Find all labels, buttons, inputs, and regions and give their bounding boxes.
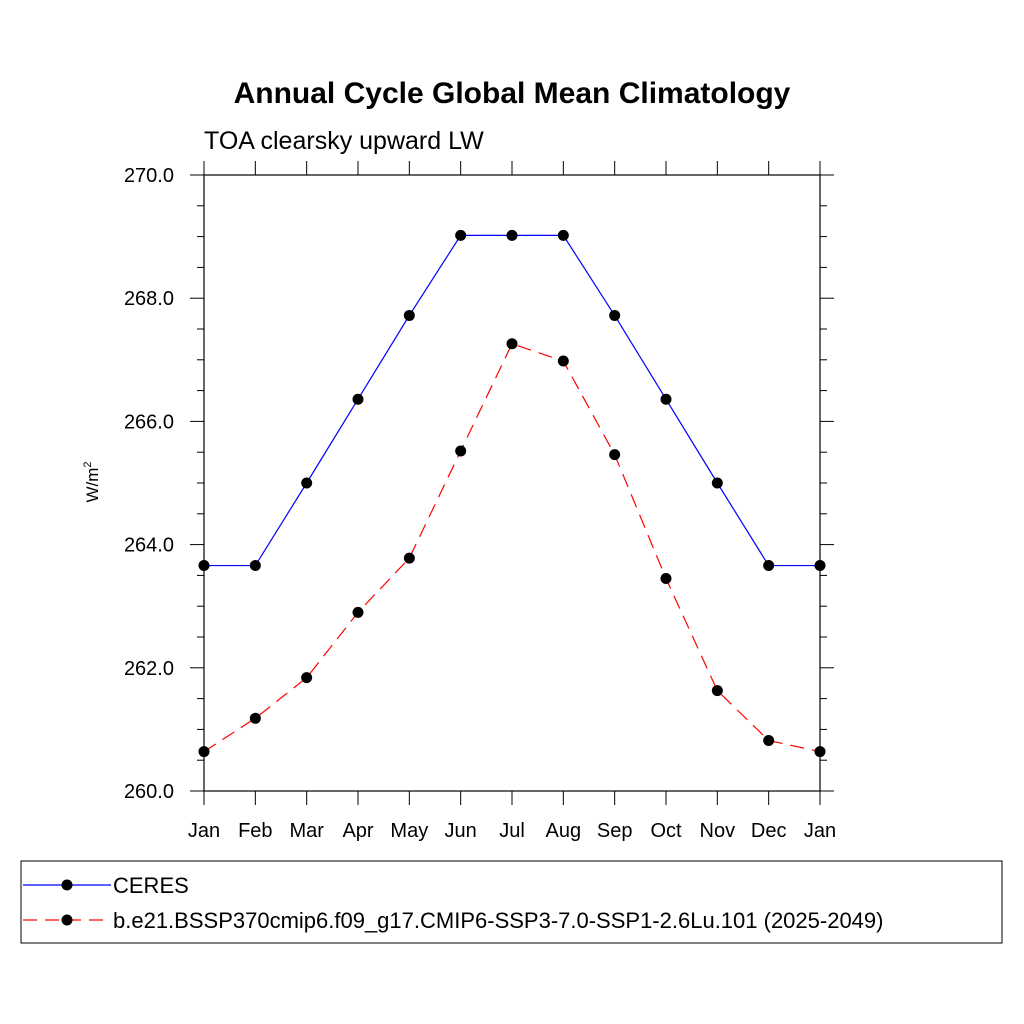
data-point xyxy=(249,712,261,724)
data-point xyxy=(763,560,775,572)
axis-tick-labels: 260.0 262.0 264.0 266.0 268.0 270.0 Jan Feb Mar A… xyxy=(124,165,836,842)
series-line xyxy=(203,343,821,753)
series-1 xyxy=(198,229,826,572)
data-point xyxy=(609,449,621,461)
data-point xyxy=(763,734,775,746)
data-point xyxy=(506,338,518,350)
chart-subtitle: TOA clearsky upward LW xyxy=(204,127,484,155)
data-point xyxy=(660,393,672,405)
data-point xyxy=(506,229,518,241)
data-point xyxy=(352,393,364,405)
x-tick-label: Aug xyxy=(546,820,582,842)
data-point xyxy=(198,560,210,572)
x-tick-label: Jan xyxy=(188,820,220,842)
data-point xyxy=(301,477,313,489)
data-point xyxy=(198,746,210,758)
x-tick-label: Apr xyxy=(342,820,373,842)
data-point xyxy=(814,560,826,572)
x-tick-label: Jan xyxy=(804,820,836,842)
y-axis-label: W/m2 xyxy=(82,461,102,502)
y-tick-label: 266.0 xyxy=(124,411,174,433)
data-point xyxy=(352,606,364,618)
data-point xyxy=(403,552,415,564)
x-tick-label: Nov xyxy=(700,820,736,842)
data-point xyxy=(609,309,621,321)
y-tick-label: 268.0 xyxy=(124,288,174,310)
data-point xyxy=(249,560,261,572)
x-tick-label: Jul xyxy=(499,820,525,842)
data-point xyxy=(660,572,672,584)
data-point xyxy=(301,672,313,684)
legend-box xyxy=(20,860,1003,944)
data-point xyxy=(814,746,826,758)
legend-label: CERES xyxy=(113,873,189,898)
data-series xyxy=(198,229,826,758)
series-line xyxy=(204,234,820,567)
y-tick-label: 264.0 xyxy=(124,535,174,557)
y-tick-label: 270.0 xyxy=(124,165,174,187)
x-tick-label: Sep xyxy=(597,820,633,842)
x-tick-label: Jun xyxy=(445,820,477,842)
data-point xyxy=(557,229,569,241)
x-tick-label: Feb xyxy=(238,820,272,842)
data-point xyxy=(557,355,569,367)
data-point xyxy=(403,309,415,321)
x-tick-label: Oct xyxy=(650,820,682,842)
legend-marker xyxy=(61,879,73,891)
x-tick-label: Dec xyxy=(751,820,787,842)
y-tick-label: 262.0 xyxy=(124,658,174,680)
legend-marker xyxy=(61,914,73,926)
data-point xyxy=(711,477,723,489)
data-point xyxy=(455,445,467,457)
x-tick-label: May xyxy=(390,820,428,842)
x-tick-label: Mar xyxy=(289,820,324,842)
plot-frame xyxy=(203,174,821,792)
axis-ticks xyxy=(190,161,834,805)
series-2 xyxy=(198,338,826,758)
chart-title: Annual Cycle Global Mean Climatology xyxy=(234,77,791,110)
legend: CERES b.e21.BSSP370cmip6.f09_g17.CMIP6-SS… xyxy=(20,860,1003,944)
legend-label: b.e21.BSSP370cmip6.f09_g17.CMIP6-SSP3-7.… xyxy=(113,908,883,933)
y-tick-label: 260.0 xyxy=(124,781,174,803)
data-point xyxy=(711,685,723,697)
data-point xyxy=(455,229,467,241)
